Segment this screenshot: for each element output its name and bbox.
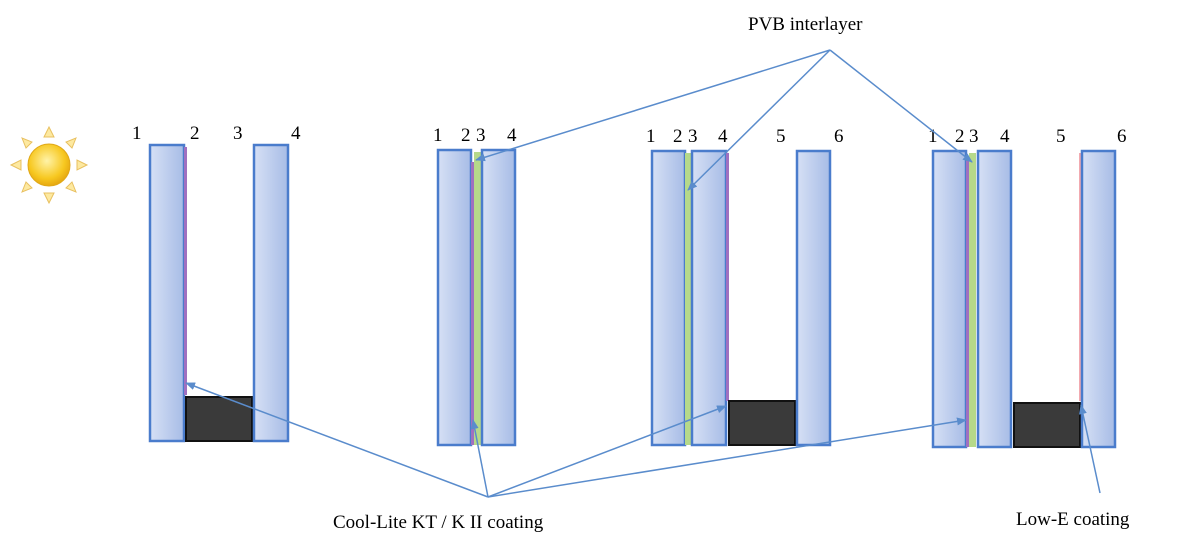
glass-pane [795,149,832,447]
pvb-arrow [687,49,831,191]
leader-arrows [185,49,1101,498]
surface-number: 4 [291,123,301,144]
surface-number: 2 [673,126,683,147]
surface-number: 3 [688,126,698,147]
coolite-coating-layer [726,153,729,401]
glass-pane [650,149,687,447]
glass-pane [436,148,473,447]
spacer [1013,402,1081,448]
pvb-arrow [475,49,831,162]
coolite-arrow [487,417,967,498]
coolite-arrow [487,405,727,498]
surface-number: 3 [969,126,979,147]
glazing-unit-2: 1 2 3 4 [433,125,517,447]
coolite-arrow [185,382,489,498]
glass-pane [976,149,1013,449]
coolite-coating-label: Cool-Lite KT / K II coating [333,512,544,533]
glass-pane [931,149,968,449]
glass-pane [252,143,290,443]
glass-pane [480,148,517,447]
glass-pane [148,143,186,443]
lowe-coating-label: Low-E coating [1016,509,1130,530]
surface-number: 5 [1056,126,1066,147]
coolite-arrow [470,419,489,498]
lowe-coating-layer [1079,153,1082,401]
glazing-unit-4: 1 2 3 4 5 6 [928,126,1127,449]
spacer [728,400,796,446]
surface-number: 4 [1000,126,1010,147]
pvb-interlayer-label: PVB interlayer [748,14,863,35]
surface-number: 6 [834,126,844,147]
glazing-unit-1: 1 2 3 4 [132,123,301,443]
surface-number: 1 [646,126,656,147]
surface-number: 6 [1117,126,1127,147]
sun-icon [9,125,89,205]
surface-number: 5 [776,126,786,147]
surface-number: 1 [132,123,142,144]
surface-number: 3 [476,125,486,146]
surface-number: 2 [461,125,471,146]
surface-number: 4 [718,126,728,147]
surface-number: 1 [928,126,938,147]
pvb-layer [474,152,481,445]
pvb-arrow [829,49,973,163]
lowe-arrow [1078,404,1101,494]
surface-number: 2 [955,126,965,147]
pvb-layer [969,153,976,447]
surface-number: 1 [433,125,443,146]
coolite-coating-layer [471,162,474,445]
coolite-coating-layer [184,147,187,395]
pvb-layer [685,153,692,445]
glass-pane [1080,149,1117,449]
glazing-unit-3: 1 2 3 4 5 6 [646,126,844,447]
surface-number: 2 [190,123,200,144]
surface-number: 4 [507,125,517,146]
coolite-coating-layer [966,160,969,447]
surface-number: 3 [233,123,243,144]
glass-pane [690,149,728,447]
